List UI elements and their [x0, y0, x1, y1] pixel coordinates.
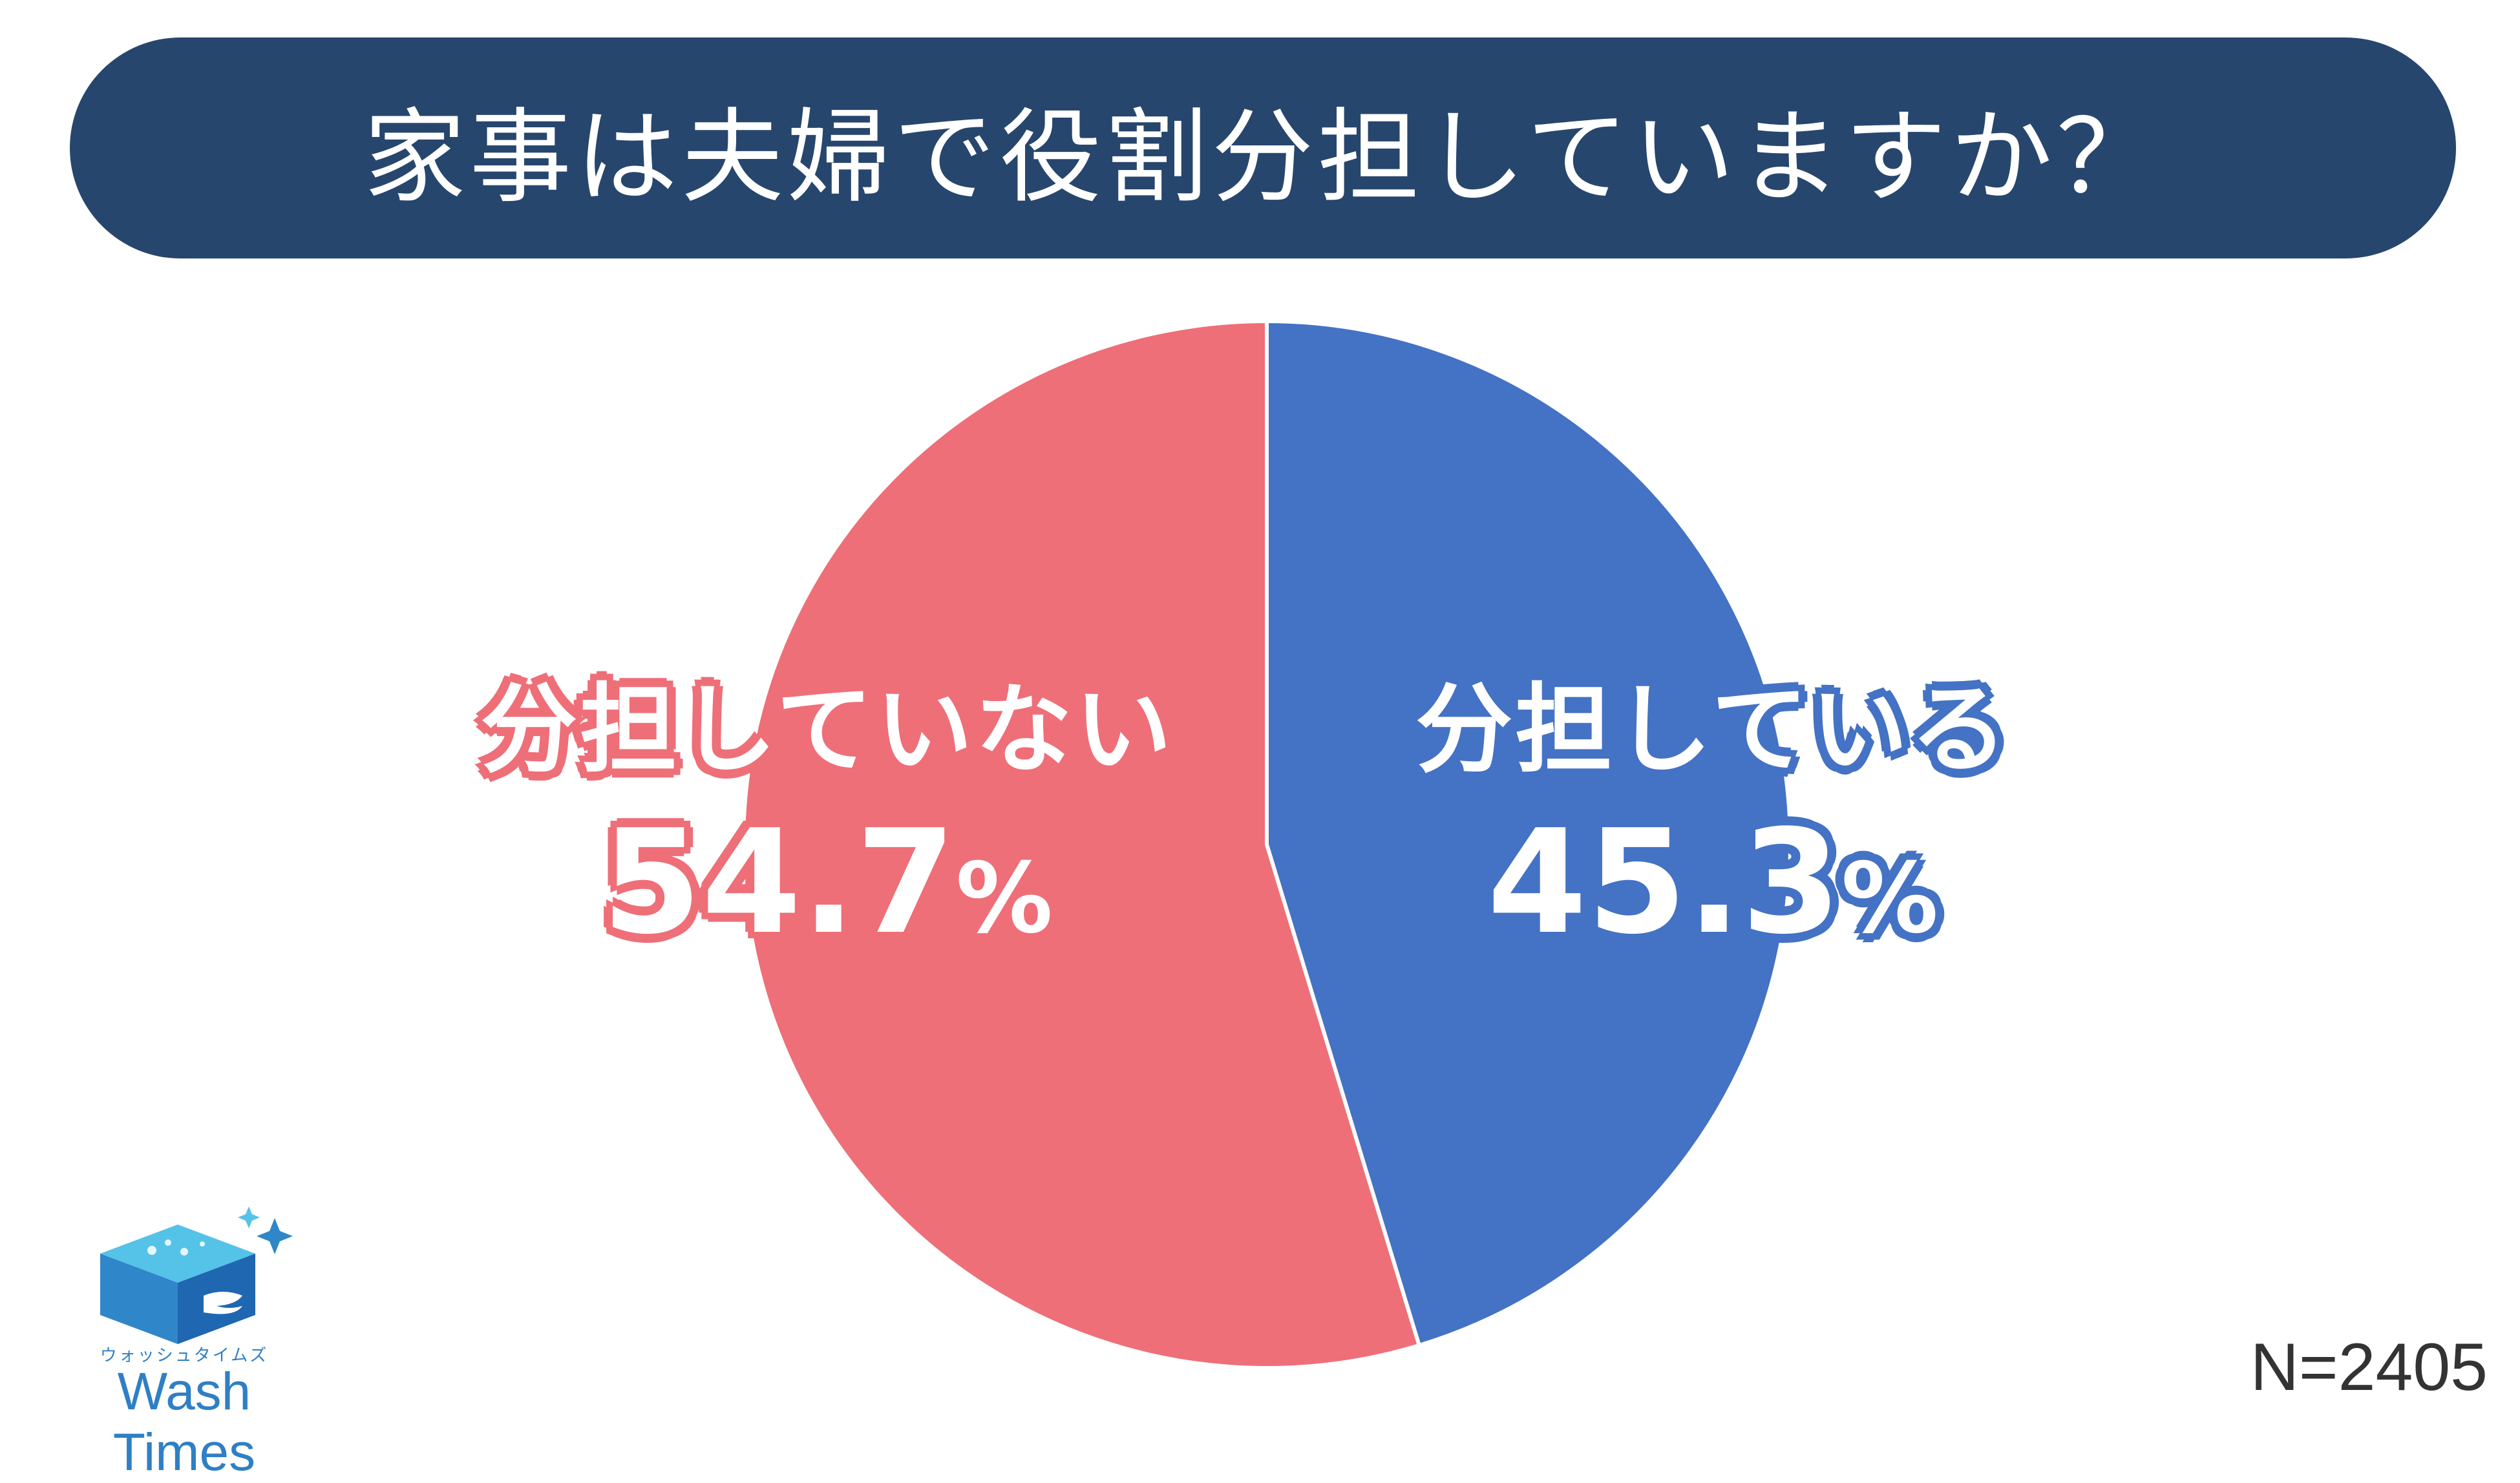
pie-chart [741, 319, 1793, 1370]
washing-box-icon [100, 1206, 293, 1344]
logo-kana: ウォッシュタイムズ [100, 1346, 269, 1365]
title-banner: 家事は夫婦で役割分担していますか？ [70, 37, 2456, 258]
pie-slice-not-sharing [741, 319, 1422, 1370]
slice-value-label: 54.7% [601, 799, 1054, 966]
logo-wordmark: Wash Times [112, 1362, 256, 1482]
pie-slice-sharing [1265, 319, 1793, 1348]
slice-category-label: 分担している [1415, 674, 2010, 786]
sample-size-label: N=2405 [2250, 1330, 2488, 1405]
wash-times-logo: ウォッシュタイムズ Wash Times [55, 1192, 313, 1482]
chart-title: 家事は夫婦で役割分担していますか？ [363, 98, 2163, 217]
slice-label-sharing: 分担している 45.3% [1390, 682, 2036, 954]
slice-category-label: 分担していない [480, 674, 1174, 786]
slice-label-not-sharing: 分担していない 54.7% [475, 682, 1180, 954]
slice-value-label: 45.3% [1487, 799, 1939, 966]
